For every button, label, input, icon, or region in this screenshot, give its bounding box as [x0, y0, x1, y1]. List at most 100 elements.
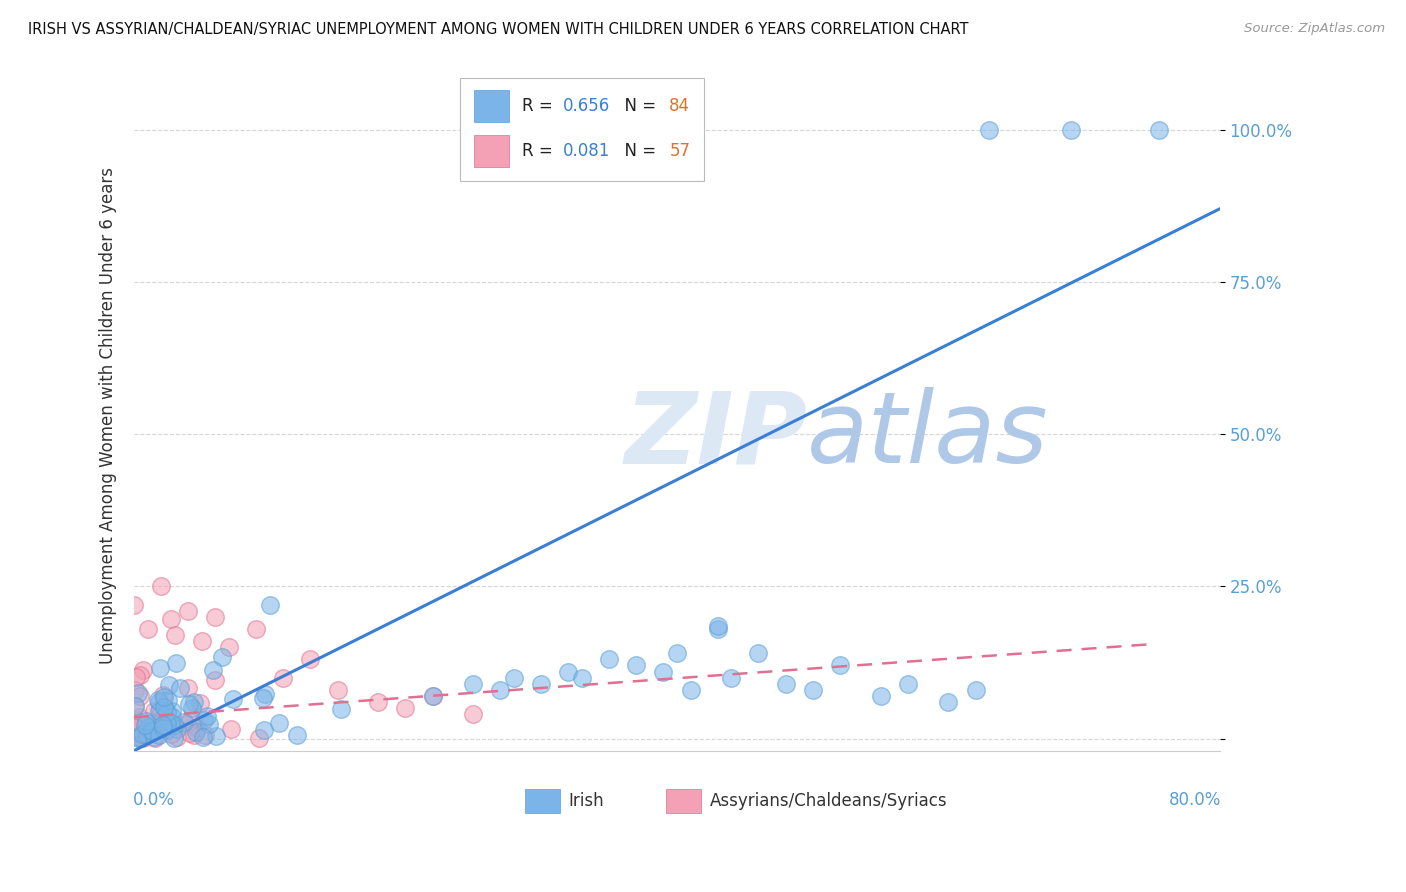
Point — [463, 707, 485, 722]
Text: 57: 57 — [669, 142, 690, 161]
Point — [134, 723, 156, 738]
Bar — [474, 90, 509, 122]
Point — [202, 664, 225, 678]
Point — [198, 717, 221, 731]
Text: N =: N = — [614, 142, 661, 161]
Point — [124, 720, 146, 734]
Point — [181, 700, 204, 714]
Point — [148, 704, 170, 718]
Point — [131, 727, 153, 741]
Point — [222, 692, 245, 706]
Point — [152, 721, 174, 735]
Point — [165, 656, 187, 670]
Point — [194, 728, 217, 742]
Point — [720, 671, 742, 685]
Point — [197, 709, 219, 723]
Point — [179, 726, 201, 740]
Point — [124, 698, 146, 713]
Point — [156, 715, 179, 730]
Point — [174, 716, 197, 731]
Point — [253, 687, 276, 701]
Point — [245, 622, 267, 636]
Bar — [474, 135, 509, 168]
Point — [247, 731, 270, 745]
Point — [136, 622, 159, 636]
Point — [148, 728, 170, 742]
Point — [503, 671, 526, 685]
Point — [132, 663, 155, 677]
Point — [134, 718, 156, 732]
Bar — [524, 789, 560, 813]
Point — [125, 670, 148, 684]
Point — [129, 723, 152, 737]
Point — [173, 715, 195, 730]
Point — [204, 673, 226, 687]
Text: 84: 84 — [669, 97, 690, 115]
Point — [177, 681, 200, 696]
Point — [188, 696, 211, 710]
Point — [129, 718, 152, 732]
Point — [626, 658, 648, 673]
Point — [160, 726, 183, 740]
Point — [183, 728, 205, 742]
Text: Source: ZipAtlas.com: Source: ZipAtlas.com — [1244, 22, 1385, 36]
Point — [422, 689, 444, 703]
Point — [156, 706, 179, 720]
Point — [141, 715, 163, 730]
Point — [138, 726, 160, 740]
Point — [184, 725, 207, 739]
Point — [747, 646, 769, 660]
Point — [186, 721, 208, 735]
Point — [127, 685, 149, 699]
Point — [152, 718, 174, 732]
Point — [150, 579, 173, 593]
Point — [1147, 122, 1170, 136]
Point — [205, 729, 228, 743]
Point — [153, 699, 176, 714]
Point — [129, 668, 152, 682]
Point — [285, 728, 308, 742]
Point — [897, 676, 920, 690]
Point — [367, 695, 389, 709]
Point — [489, 682, 512, 697]
Text: N =: N = — [614, 97, 661, 115]
Point — [134, 727, 156, 741]
Point — [152, 688, 174, 702]
Point — [143, 731, 166, 745]
Point — [977, 122, 1000, 136]
Point — [219, 722, 242, 736]
Bar — [666, 789, 700, 813]
Point — [139, 723, 162, 737]
Point — [157, 678, 180, 692]
Point — [142, 704, 165, 718]
Point — [938, 695, 960, 709]
Point — [253, 723, 276, 737]
Point — [127, 730, 149, 744]
Point — [1059, 122, 1081, 136]
Point — [149, 661, 172, 675]
Point — [179, 714, 201, 728]
Point — [665, 646, 688, 660]
Point — [155, 701, 177, 715]
Point — [218, 640, 240, 655]
Text: 0.081: 0.081 — [562, 142, 610, 161]
Point — [598, 652, 620, 666]
Point — [211, 649, 233, 664]
Text: R =: R = — [522, 97, 558, 115]
Text: R =: R = — [522, 142, 558, 161]
Point — [679, 682, 702, 697]
Text: atlas: atlas — [807, 387, 1049, 484]
Point — [159, 716, 181, 731]
Point — [828, 658, 851, 673]
Point — [422, 689, 444, 703]
Point — [160, 709, 183, 723]
Point — [652, 665, 675, 679]
Point — [135, 714, 157, 728]
Text: Assyrians/Chaldeans/Syriacs: Assyrians/Chaldeans/Syriacs — [710, 792, 948, 810]
Point — [169, 681, 191, 695]
Point — [557, 665, 579, 679]
Point — [706, 622, 728, 636]
Point — [166, 730, 188, 744]
Point — [177, 604, 200, 618]
Point — [193, 714, 215, 728]
